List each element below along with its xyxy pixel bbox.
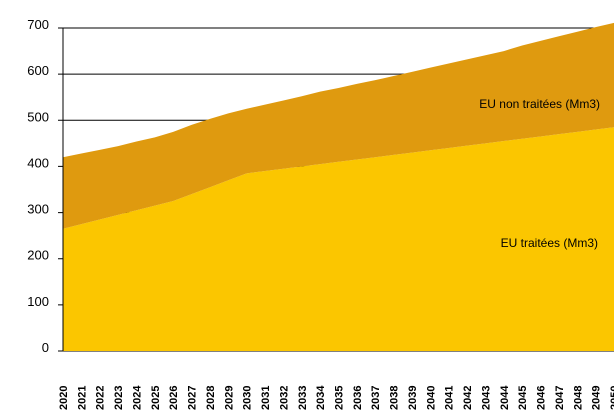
x-tick-label-2022: 2022 <box>95 386 107 410</box>
x-tick-label-2027: 2027 <box>187 386 199 410</box>
x-tick-label-2031: 2031 <box>260 386 272 410</box>
x-tick-label-2025: 2025 <box>150 386 162 410</box>
x-tick-label-2026: 2026 <box>168 386 180 410</box>
y-tick-label-100: 100 <box>27 294 49 309</box>
y-tick-label-600: 600 <box>27 63 49 78</box>
x-tick-label-2037: 2037 <box>370 386 382 410</box>
x-tick-label-2042: 2042 <box>462 386 474 410</box>
x-tick-label-2050: 2050 <box>609 386 614 410</box>
x-tick-label-2046: 2046 <box>536 386 548 410</box>
y-tick-label-500: 500 <box>27 109 49 124</box>
y-tick-label-200: 200 <box>27 248 49 263</box>
x-tick-label-2029: 2029 <box>223 386 235 410</box>
x-tick-label-2045: 2045 <box>517 386 529 410</box>
y-tick-label-400: 400 <box>27 155 49 170</box>
x-tick-label-2028: 2028 <box>205 386 217 410</box>
x-tick-label-2039: 2039 <box>407 386 419 410</box>
x-tick-label-2032: 2032 <box>278 386 290 410</box>
x-tick-label-2033: 2033 <box>297 386 309 410</box>
x-tick-label-2047: 2047 <box>554 386 566 410</box>
x-tick-label-2036: 2036 <box>352 386 364 410</box>
x-tick-label-2034: 2034 <box>315 385 327 410</box>
x-tick-label-2024: 2024 <box>131 385 143 410</box>
x-tick-label-2049: 2049 <box>591 386 603 410</box>
x-tick-label-2038: 2038 <box>389 386 401 410</box>
y-tick-label-700: 700 <box>27 17 49 32</box>
x-tick-label-2035: 2035 <box>334 386 346 410</box>
series-label-treated: EU traitées (Mm3) <box>501 236 598 250</box>
y-tick-label-0: 0 <box>42 340 49 355</box>
x-axis-tick-labels: 2020 2021 2022 2023 2024 2025 2026 2027 2028 2029… <box>58 385 614 410</box>
x-tick-label-2043: 2043 <box>480 386 492 410</box>
x-tick-label-2041: 2041 <box>444 386 456 410</box>
series-label-untreated: EU non traitées (Mm3) <box>479 97 600 111</box>
x-tick-label-2044: 2044 <box>499 385 511 410</box>
area-series-0 <box>63 127 614 352</box>
series-areas <box>63 22 614 352</box>
x-tick-label-2048: 2048 <box>572 386 584 410</box>
y-axis-tick-labels: 0 100 200 300 400 500 600 700 <box>27 17 49 355</box>
x-tick-label-2020: 2020 <box>58 386 70 410</box>
area-series-1 <box>63 22 614 229</box>
y-tick-label-300: 300 <box>27 202 49 217</box>
x-tick-label-2040: 2040 <box>425 386 437 410</box>
x-tick-label-2021: 2021 <box>76 386 88 410</box>
x-tick-label-2023: 2023 <box>113 386 125 410</box>
x-tick-label-2030: 2030 <box>242 386 254 410</box>
